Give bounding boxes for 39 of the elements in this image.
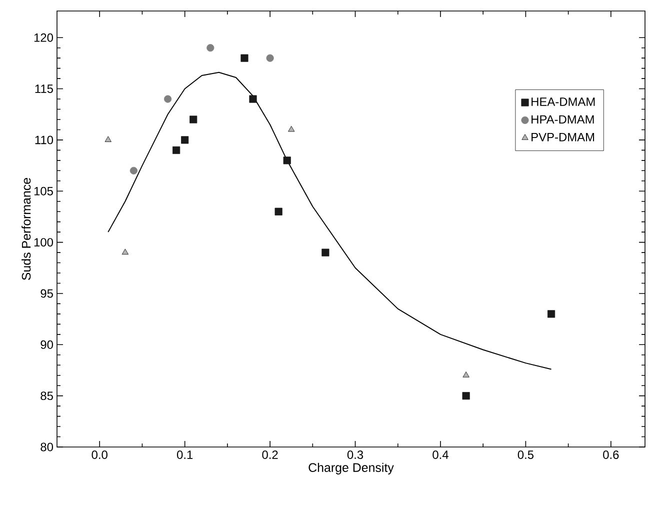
y-tick-label: 120 xyxy=(34,33,54,42)
point xyxy=(190,116,198,124)
y-tick-label: 80 xyxy=(40,442,54,452)
x-tick-label: 0.0 xyxy=(92,450,108,459)
y-tick-label: 100 xyxy=(34,238,54,247)
legend-label: HPA-DMAM xyxy=(532,115,594,124)
point xyxy=(462,372,470,378)
point xyxy=(122,248,128,255)
point xyxy=(164,95,172,103)
point xyxy=(172,146,180,154)
x-tick-label: 0.1 xyxy=(176,450,193,459)
x-tick-label: 0.4 xyxy=(432,450,448,459)
point xyxy=(266,54,274,62)
point xyxy=(249,95,257,103)
point xyxy=(288,126,295,132)
point xyxy=(547,310,556,318)
point xyxy=(130,166,138,174)
y-tick-label: 90 xyxy=(40,340,54,349)
y-tick-label: 115 xyxy=(35,84,53,93)
x-tick-label: 0.5 xyxy=(518,450,534,459)
y-tick-label: 85 xyxy=(40,392,53,400)
x-tick-label: 0.3 xyxy=(347,450,364,459)
y-axis-title: Suds Performance xyxy=(22,178,31,280)
y-tick-label: 110 xyxy=(35,136,54,144)
legend-label: HEA-DMAM xyxy=(532,98,595,106)
point xyxy=(283,156,291,164)
x-axis-title: Charge Density xyxy=(308,462,394,474)
y-tick-label: 95 xyxy=(40,289,53,298)
legend-label: PVP-DMAM xyxy=(532,133,594,142)
x-tick-label: 0.6 xyxy=(603,450,619,459)
x-tick-label: 0.2 xyxy=(262,450,278,459)
point xyxy=(104,136,112,142)
point xyxy=(322,248,330,256)
y-tick-label: 105 xyxy=(34,186,53,196)
point xyxy=(206,44,214,52)
point xyxy=(462,392,470,400)
point xyxy=(181,136,189,144)
point xyxy=(240,54,248,62)
point xyxy=(274,208,282,216)
